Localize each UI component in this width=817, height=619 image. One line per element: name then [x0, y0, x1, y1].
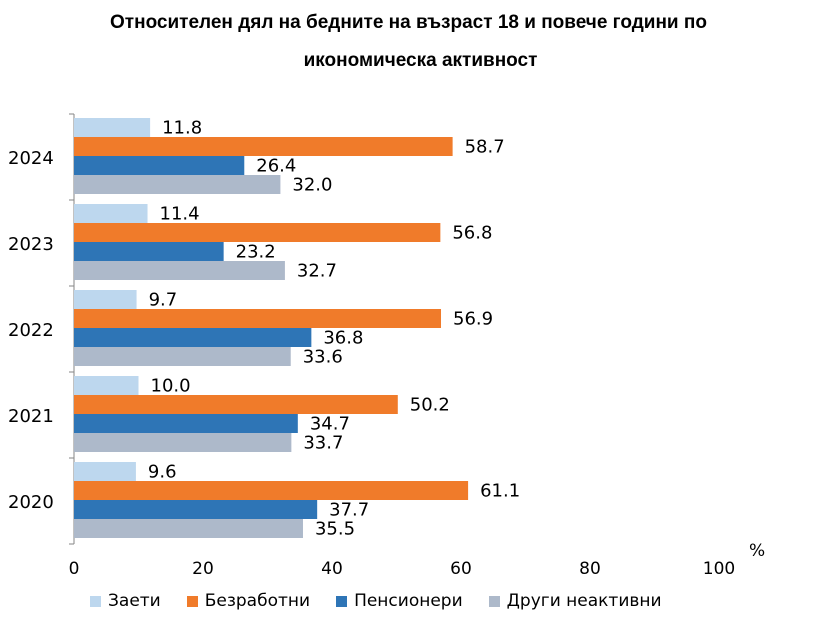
legend-swatch [90, 595, 101, 607]
x-tick-label: 100 [703, 559, 735, 579]
bar-value-label: 32.7 [297, 261, 337, 282]
bar-value-label: 33.7 [303, 433, 343, 454]
bar-value-label: 35.5 [315, 519, 355, 540]
unit-label: % [749, 541, 765, 561]
bar-2023-1 [74, 204, 148, 223]
bar-2024-2 [74, 137, 453, 156]
legend-item-3: Пенсионери [336, 591, 463, 611]
x-tick-label: 20 [192, 559, 214, 579]
bar-2020-2 [74, 481, 469, 500]
bar-value-label: 32.0 [292, 175, 332, 196]
bar-value-label: 34.7 [310, 414, 350, 435]
bar-value-label: 58.7 [465, 137, 505, 158]
bar-2024-1 [74, 118, 151, 137]
bar-value-label: 50.2 [410, 395, 450, 416]
legend: Заети Безработни Пенсионери Други неактивни [90, 588, 688, 614]
bar-2024-3 [74, 156, 245, 175]
x-tick-label: 80 [579, 559, 601, 579]
bar-value-label: 37.7 [329, 500, 369, 521]
chart-title-line1: Относителен дял на бедните на възраст 18… [110, 12, 707, 33]
y-category-label: 2020 [8, 492, 54, 513]
y-category-label: 2023 [8, 234, 54, 255]
bar-value-label: 61.1 [480, 481, 520, 502]
legend-label: Заети [108, 591, 161, 611]
legend-item-2: Безработни [186, 591, 311, 611]
legend-item-4: Други неактивни [488, 591, 662, 611]
x-tick-label: 40 [321, 559, 343, 579]
bar-value-label: 33.6 [303, 347, 343, 368]
bar-2022-2 [74, 309, 442, 328]
legend-swatch [186, 595, 198, 607]
bar-value-label: 26.4 [256, 156, 296, 177]
bar-2021-1 [74, 376, 139, 395]
bar-value-label: 56.8 [452, 223, 492, 244]
bar-2020-3 [74, 500, 318, 519]
x-tick-label: 0 [69, 559, 80, 579]
bar-2021-3 [74, 414, 298, 433]
chart-title: Относителен дял на бедните на възраст 18… [0, 4, 817, 80]
legend-label: Други неактивни [506, 591, 662, 611]
bar-value-label: 9.6 [148, 462, 177, 483]
bar-value-label: 10.0 [151, 376, 191, 397]
bar-value-label: 23.2 [236, 242, 276, 263]
bar-value-label: 11.4 [160, 204, 200, 225]
bar-2023-4 [74, 261, 285, 280]
legend-swatch [336, 595, 348, 607]
legend-item-1: Заети [90, 591, 161, 611]
x-tick-label: 60 [450, 559, 472, 579]
bar-2023-3 [74, 242, 224, 261]
legend-label: Пенсионери [354, 591, 463, 611]
legend-swatch [488, 595, 500, 607]
y-category-label: 2022 [8, 320, 54, 341]
bar-2020-4 [74, 519, 303, 538]
bar-2022-1 [74, 290, 137, 309]
bar-value-label: 56.9 [453, 309, 493, 330]
bar-2024-4 [74, 175, 281, 194]
bar-2022-3 [74, 328, 312, 347]
y-category-label: 2021 [8, 406, 54, 427]
bar-value-label: 9.7 [149, 290, 178, 311]
bar-2022-4 [74, 347, 291, 366]
y-category-label: 2024 [8, 148, 54, 169]
legend-label: Безработни [204, 591, 311, 611]
bar-2021-2 [74, 395, 398, 414]
bar-value-label: 36.8 [323, 328, 363, 349]
bar-value-label: 11.8 [162, 118, 202, 139]
bar-2023-2 [74, 223, 441, 242]
chart-title-line2: икономическа активност [303, 50, 538, 71]
bar-2020-1 [74, 462, 136, 481]
bar-2021-4 [74, 433, 292, 452]
